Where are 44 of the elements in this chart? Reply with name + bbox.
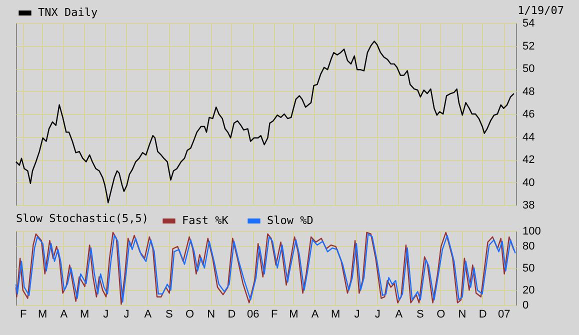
- x-tick-label: S: [166, 308, 173, 320]
- x-tick-label: F: [20, 308, 28, 320]
- legend-label: Slow %D: [267, 214, 314, 227]
- x-tick-label: F: [271, 308, 278, 320]
- legend-label: TNX Daily: [38, 6, 98, 19]
- y-tick-label: 20: [522, 284, 535, 297]
- x-tick-label: A: [395, 308, 404, 320]
- y-tick-label: 48: [522, 86, 535, 98]
- x-tick-label: M: [80, 308, 90, 320]
- x-tick-label: M: [331, 308, 340, 320]
- line-series: [15, 40, 515, 204]
- y-tick-label: 46: [522, 108, 535, 120]
- y-tick-label: 50: [522, 262, 535, 274]
- x-tick-label: A: [311, 308, 320, 320]
- x-tick-label: J: [354, 308, 360, 320]
- y-tick-label: 42: [522, 154, 535, 166]
- x-tick-label: O: [186, 308, 195, 320]
- x-tick-label: J: [103, 308, 109, 320]
- x-tick-label: J: [124, 308, 130, 320]
- x-tick-label: J: [374, 308, 380, 320]
- y-tick-label: 100: [522, 226, 541, 238]
- x-tick-label: N: [458, 308, 466, 320]
- y-tick-label: 40: [522, 176, 535, 189]
- x-tick-label: M: [38, 308, 48, 320]
- y-tick-label: 50: [522, 63, 535, 75]
- y-tick-label: 44: [522, 131, 535, 144]
- chart-title: Slow Stochastic(5,5): [16, 212, 148, 225]
- x-tick-label: N: [207, 308, 216, 320]
- y-tick-label: 52: [522, 40, 535, 52]
- x-tick-label: M: [289, 308, 298, 320]
- x-tick-label: O: [436, 308, 446, 320]
- x-tick-label: S: [416, 308, 424, 320]
- legend-label: Fast %K: [182, 214, 229, 227]
- y-tick-label: 54: [522, 18, 535, 30]
- x-tick-label: D: [228, 308, 236, 320]
- x-tick-label: 06: [246, 308, 260, 320]
- text: 1/19/07: [518, 4, 564, 17]
- x-tick-label: D: [478, 308, 487, 320]
- x-tick-label: A: [144, 308, 152, 320]
- y-tick-label: 38: [522, 200, 535, 212]
- x-tick-label: A: [60, 308, 68, 320]
- x-tick-label: 07: [498, 308, 510, 320]
- y-tick-label: 0: [522, 300, 529, 312]
- y-tick-label: 80: [522, 240, 535, 252]
